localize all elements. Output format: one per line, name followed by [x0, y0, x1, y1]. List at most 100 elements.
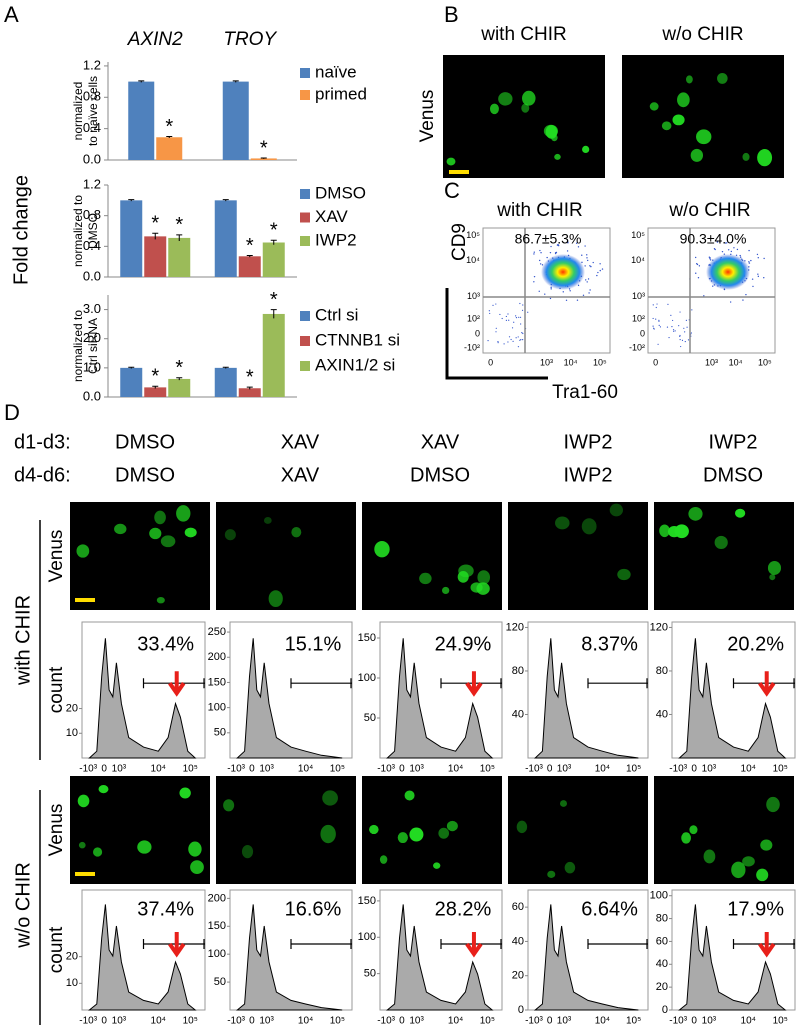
event [522, 304, 524, 306]
gate [142, 678, 205, 689]
x-tick-label: 10³ [259, 764, 274, 775]
cell [661, 121, 672, 131]
column-title: w/o CHIR [661, 24, 743, 45]
x-tick-label: 10³ [705, 357, 718, 367]
event [549, 297, 552, 300]
micrograph [654, 502, 794, 610]
significance-star: * [270, 219, 278, 241]
x-tick-label: 10⁴ [595, 1016, 610, 1027]
cell [681, 832, 691, 844]
error-bar [152, 385, 159, 389]
y-tick-label: 80 [656, 665, 668, 677]
cell [369, 824, 379, 835]
cell [241, 844, 254, 859]
cell [476, 582, 490, 595]
event [673, 330, 675, 332]
cell [188, 841, 202, 857]
event [672, 329, 675, 331]
x-tick-label: 0 [488, 357, 493, 367]
event [518, 316, 520, 318]
gate [587, 678, 648, 689]
y-tick-label: 10⁴ [466, 255, 480, 265]
x-tick-label: 10⁴ [741, 1016, 756, 1027]
y-tick-label: 10³ [632, 291, 645, 301]
cell [156, 596, 165, 604]
cell [760, 839, 773, 851]
event [566, 250, 569, 252]
y-tick-label: 50 [214, 976, 226, 988]
event [589, 289, 591, 291]
bar [250, 158, 277, 160]
event [540, 252, 542, 254]
event [739, 254, 741, 257]
y-tick-label: 1.2 [83, 57, 101, 72]
event [533, 253, 535, 255]
legend-label: XAV [315, 207, 348, 226]
event [709, 258, 711, 260]
y-tick-label: 40 [512, 935, 524, 947]
legend-swatch [300, 336, 310, 346]
legend-label: IWP2 [315, 230, 357, 249]
y-tick-label: 50 [214, 727, 226, 739]
x-tick-label: 10⁵ [330, 764, 345, 775]
event [659, 326, 662, 328]
event [487, 340, 489, 342]
x-tick-label: 10⁵ [626, 1016, 641, 1027]
cell [554, 153, 561, 160]
event [721, 250, 724, 253]
event [751, 278, 754, 280]
x-tick-label: 10⁵ [480, 1016, 495, 1027]
scale-bar [75, 598, 95, 602]
event [497, 342, 499, 344]
y-title: Fold change [10, 175, 32, 285]
bar [214, 200, 237, 277]
event [492, 304, 494, 306]
micrograph [443, 55, 605, 178]
cell [766, 796, 780, 813]
treatment: DMSO [410, 464, 470, 486]
cell [137, 840, 152, 854]
histogram-curve [88, 638, 197, 759]
cell [564, 861, 576, 874]
y-tick-label: 10 [66, 977, 78, 989]
y-tick-label: 150 [358, 895, 376, 907]
y-tick-label: 10³ [467, 291, 480, 301]
y-tick-label: 0.0 [83, 388, 101, 403]
event [703, 295, 705, 297]
cell [756, 868, 769, 882]
x-tick-label: -10³ [79, 1016, 97, 1027]
event [586, 257, 588, 259]
cell [672, 114, 685, 126]
y-tick-label: -10² [629, 342, 645, 352]
x-tick-label: -10³ [227, 1016, 245, 1027]
cell [767, 560, 782, 575]
cell [98, 785, 109, 794]
event [745, 293, 747, 296]
event [687, 339, 690, 341]
event [505, 319, 507, 321]
event [517, 346, 520, 348]
y-tick-label: 0.0 [83, 151, 101, 166]
cell [457, 571, 469, 583]
event [685, 319, 687, 321]
arrow [758, 932, 776, 958]
gate-percent: 37.4% [137, 899, 194, 921]
y-tick-label: 3.0 [83, 301, 101, 316]
event [756, 253, 759, 256]
arrow [168, 932, 186, 958]
cell [263, 517, 272, 524]
y-tick-label: 100 [650, 890, 668, 902]
significance-star: * [165, 116, 173, 138]
histogram-curve [236, 638, 343, 759]
x-tick-label: 10⁴ [151, 1016, 166, 1027]
event [533, 251, 535, 253]
cell [441, 586, 450, 595]
x-tick-label: 10⁵ [183, 1016, 198, 1027]
cell [404, 790, 415, 801]
micrograph [654, 776, 794, 884]
x-tick-label: 10⁵ [773, 764, 788, 775]
bar [144, 387, 167, 397]
column-title: with CHIR [496, 200, 583, 221]
gate [142, 939, 205, 949]
y-tick-label: 150 [358, 632, 376, 644]
